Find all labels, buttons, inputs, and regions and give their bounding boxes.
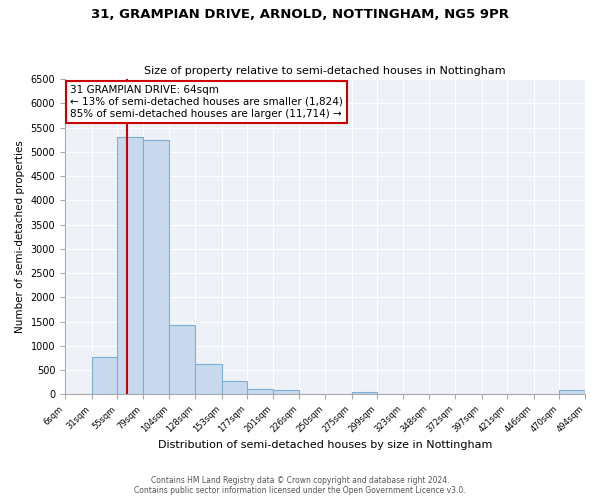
Bar — [221, 382, 247, 394]
Bar — [273, 390, 299, 394]
Bar — [143, 140, 169, 394]
Bar — [195, 364, 221, 394]
Bar — [352, 392, 377, 394]
Bar — [559, 390, 585, 394]
Bar — [247, 388, 273, 394]
X-axis label: Distribution of semi-detached houses by size in Nottingham: Distribution of semi-detached houses by … — [158, 440, 492, 450]
Bar — [169, 325, 195, 394]
Bar — [117, 138, 143, 394]
Y-axis label: Number of semi-detached properties: Number of semi-detached properties — [15, 140, 25, 333]
Text: 31 GRAMPIAN DRIVE: 64sqm
← 13% of semi-detached houses are smaller (1,824)
85% o: 31 GRAMPIAN DRIVE: 64sqm ← 13% of semi-d… — [70, 86, 343, 118]
Text: 31, GRAMPIAN DRIVE, ARNOLD, NOTTINGHAM, NG5 9PR: 31, GRAMPIAN DRIVE, ARNOLD, NOTTINGHAM, … — [91, 8, 509, 20]
Title: Size of property relative to semi-detached houses in Nottingham: Size of property relative to semi-detach… — [144, 66, 506, 76]
Bar — [92, 356, 117, 395]
Text: Contains HM Land Registry data © Crown copyright and database right 2024.
Contai: Contains HM Land Registry data © Crown c… — [134, 476, 466, 495]
